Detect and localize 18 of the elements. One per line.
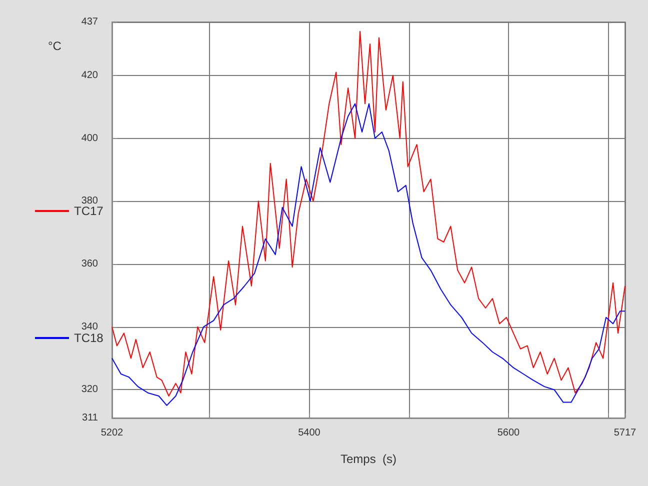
y-tick-label: 360 — [81, 258, 98, 270]
legend-label: TC18 — [74, 331, 104, 345]
y-tick-label: 320 — [81, 384, 98, 396]
x-tick-label: 5717 — [614, 428, 637, 438]
y-axis-title: °C — [48, 39, 62, 53]
line-series — [112, 103, 626, 406]
y-tick-label: 380 — [81, 196, 98, 207]
legend-label: TC17 — [74, 204, 104, 218]
y-tick-label: 340 — [81, 321, 98, 332]
x-tick-label: 5400 — [298, 428, 321, 438]
y-tick-label: 420 — [81, 70, 98, 81]
x-axis-title: Temps (s) — [340, 452, 397, 466]
x-tick-label: 5202 — [100, 428, 124, 438]
y-tick-label: 400 — [81, 132, 98, 144]
line-series — [112, 30, 626, 396]
y-tick-label: 311 — [82, 412, 98, 424]
x-tick-label: 5600 — [497, 428, 520, 438]
y-tick-label: 437 — [81, 16, 98, 28]
